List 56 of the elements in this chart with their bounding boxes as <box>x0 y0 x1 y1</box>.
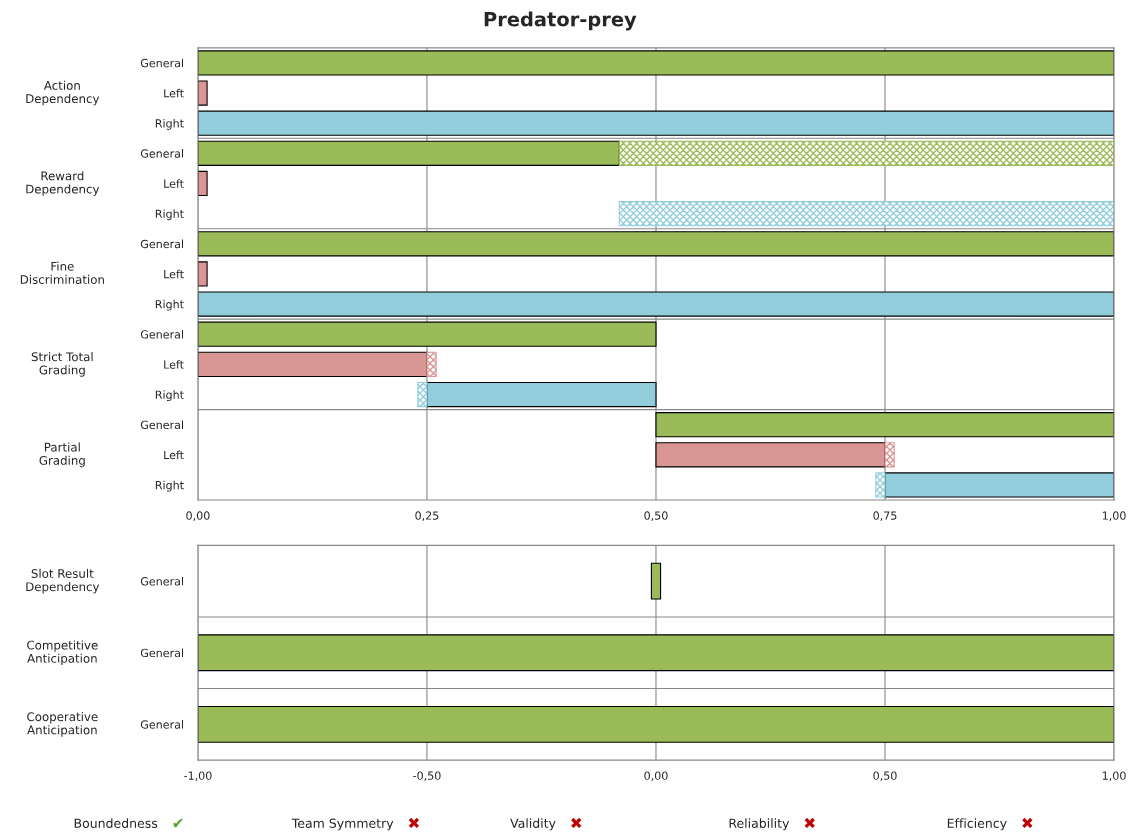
y-tick-label: Left <box>164 179 184 188</box>
y-tick-label: General <box>140 58 183 68</box>
text: Cooperative Anticipation <box>27 712 98 737</box>
text: ✔ <box>173 818 183 828</box>
y-tick-label: Right <box>155 209 184 221</box>
x-tick-label: 0,00 <box>186 511 210 521</box>
text: ✖ <box>571 817 582 829</box>
text: ✖ <box>408 817 420 829</box>
bar <box>197 170 208 197</box>
x-tick-label: 0,50 <box>644 511 668 521</box>
category-label: Efficiency <box>947 818 1007 831</box>
chart-title: Predator-prey <box>484 11 637 31</box>
y-tick-label: General <box>140 648 183 658</box>
x-tick-label: 0,50 <box>873 771 897 781</box>
bar <box>197 261 208 287</box>
y-tick-label: Right <box>155 480 184 492</box>
y-tick-label: Right <box>155 390 184 402</box>
bar <box>197 110 1115 136</box>
y-tick-label: Left <box>164 450 184 460</box>
text: Fine Discrimination <box>20 261 104 284</box>
y-tick-label: Left <box>164 360 184 369</box>
y-tick-label: General <box>140 420 183 430</box>
bar <box>618 201 1115 227</box>
x-tick-label: -1,00 <box>184 771 212 781</box>
category-label: Validity <box>510 818 556 831</box>
y-tick-label: General <box>140 149 183 158</box>
text: Competitive Anticipation <box>27 640 98 666</box>
bar <box>197 321 657 347</box>
bar <box>197 231 1115 257</box>
y-tick-label: Left <box>164 88 184 98</box>
x-tick-label: 1,00 <box>1102 771 1126 781</box>
y-tick-label: Right <box>155 118 184 130</box>
y-tick-label: General <box>140 330 183 339</box>
text: Action Dependency <box>26 80 100 106</box>
y-tick-label: General <box>140 576 183 586</box>
y-tick-label: Right <box>155 299 184 311</box>
category-label: Reliability <box>729 818 790 831</box>
text: ✖ <box>804 817 815 829</box>
category-label: Boundedness <box>74 818 158 828</box>
category-label: Team Symmetry <box>291 818 394 831</box>
y-tick-label: Left <box>164 269 184 279</box>
y-tick-label: General <box>140 720 183 729</box>
text: Slot Result Dependency <box>26 568 100 594</box>
x-tick-label: 0,25 <box>415 511 439 521</box>
text: ✖ <box>1022 817 1033 829</box>
y-tick-label: General <box>140 239 183 249</box>
bar <box>655 412 1115 438</box>
bar <box>197 80 208 106</box>
text: Partial Grading <box>39 442 85 468</box>
text: Strict Total Grading <box>31 352 93 377</box>
bar <box>197 291 1115 317</box>
x-tick-label: 0,00 <box>644 771 668 781</box>
x-tick-label: 1,00 <box>1102 511 1126 521</box>
text: Reward Dependency <box>26 171 100 196</box>
x-tick-label: -0,50 <box>413 771 441 781</box>
x-tick-label: 0,75 <box>873 511 897 521</box>
